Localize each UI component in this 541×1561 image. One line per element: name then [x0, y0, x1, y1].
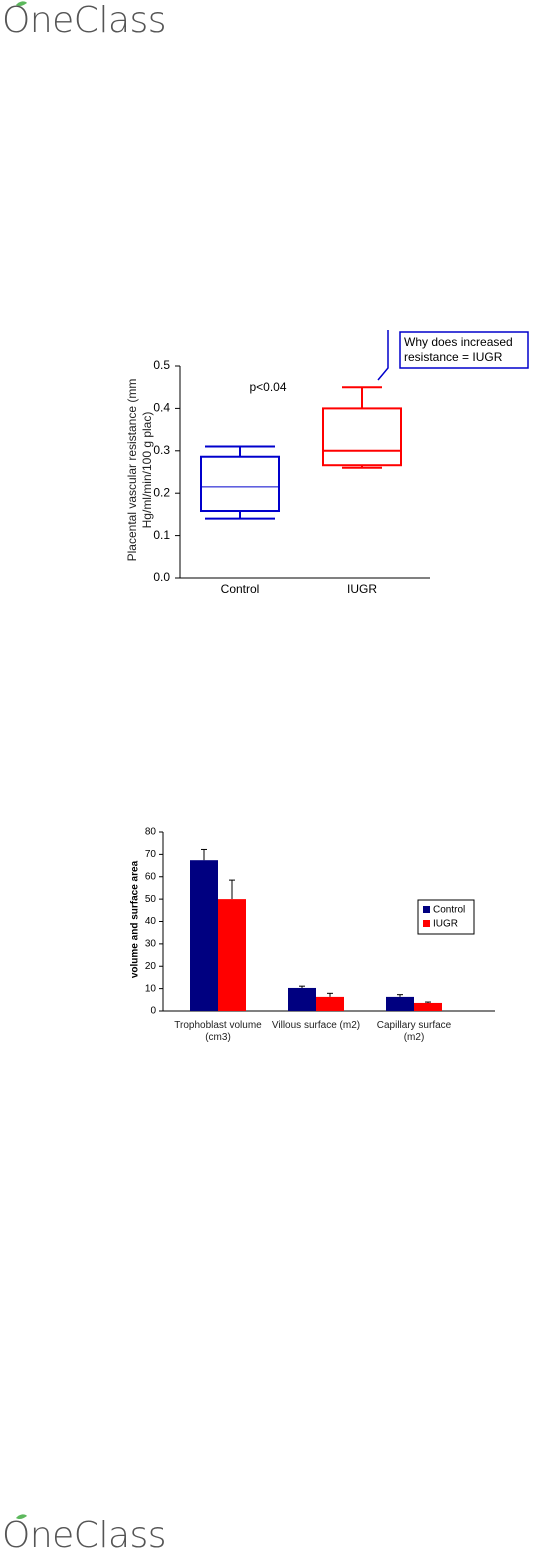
y-tick-label: 0.3	[153, 443, 170, 457]
y-tick-label: 80	[145, 827, 157, 838]
bar	[414, 1002, 442, 1011]
logo-leaf	[16, 1, 27, 7]
y-tick-label: 10	[145, 983, 157, 994]
bar	[316, 996, 344, 1011]
y-tick-label: 50	[145, 894, 157, 905]
y-axis-label: Placental vascular resistance (mm Hg/ml/…	[125, 378, 154, 562]
y-tick-label: 30	[145, 939, 157, 950]
logo: OneClass	[2, 1515, 167, 1556]
legend-label: IUGR	[433, 919, 458, 930]
y-tick-label: 0.0	[153, 570, 170, 584]
legend-swatch	[423, 920, 430, 927]
y-tick-label: 20	[145, 961, 157, 972]
callout-box	[399, 331, 529, 369]
x-tick-label: Control	[221, 582, 260, 596]
y-tick-label: 40	[145, 916, 157, 927]
legend-label: Control	[433, 905, 465, 916]
logo: OneClass	[2, 0, 167, 41]
y-tick-label: 60	[145, 871, 157, 882]
y-tick-label: 0	[150, 1006, 156, 1017]
x-tick-label: Villous surface (m2)	[271, 1020, 361, 1031]
legend-swatch	[423, 906, 430, 913]
bar	[218, 899, 246, 1011]
y-axis-label: volume and surface area	[129, 860, 141, 979]
y-tick-label: 0.5	[153, 358, 170, 372]
bar	[288, 987, 316, 1011]
callout-text: Why does increased resistance = IUGR	[404, 335, 513, 364]
y-tick-label: 0.4	[153, 401, 170, 415]
bar	[386, 996, 414, 1011]
x-tick-label: Trophoblast volume (cm3)	[174, 1020, 262, 1043]
legend-frame	[417, 899, 475, 935]
box	[322, 407, 402, 467]
callout-pointer	[377, 330, 389, 381]
annotation: p<0.04	[249, 380, 286, 394]
x-tick-label: Capillary surface (m2)	[376, 1020, 452, 1043]
x-tick-label: IUGR	[347, 582, 377, 596]
y-tick-label: 0.1	[153, 528, 170, 542]
logo-leaf	[16, 1514, 27, 1520]
box	[200, 455, 280, 513]
y-tick-label: 0.2	[153, 485, 170, 499]
bar	[190, 860, 218, 1011]
y-tick-label: 70	[145, 849, 157, 860]
